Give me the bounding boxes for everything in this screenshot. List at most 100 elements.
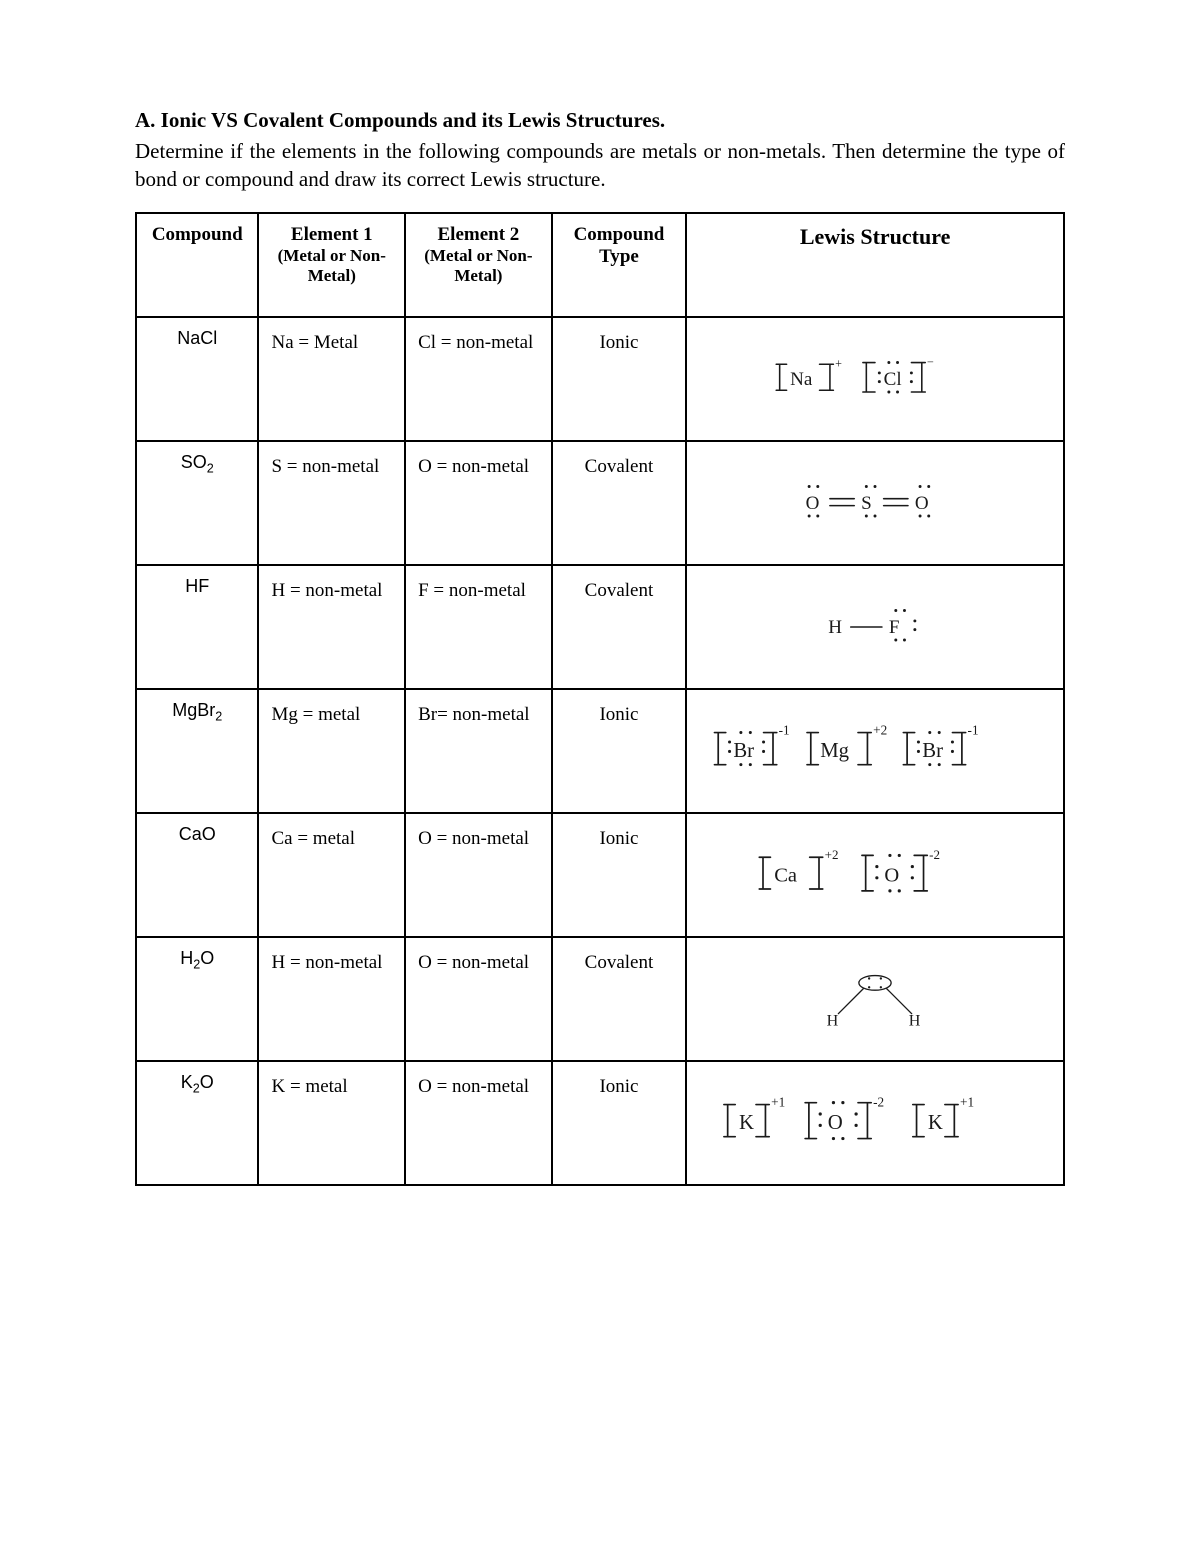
compound-subscript: 2 xyxy=(215,709,222,723)
cell-element1: Na = Metal xyxy=(258,317,405,441)
lewis-k2o-svg: K +1 O -2 K +1 xyxy=(705,1080,1045,1165)
cell-element1: S = non-metal xyxy=(258,441,405,565)
svg-text:Mg: Mg xyxy=(820,739,849,762)
svg-text:K: K xyxy=(739,1111,754,1134)
svg-text:Ca: Ca xyxy=(774,864,797,886)
cell-compound-type: Ionic xyxy=(552,813,687,937)
col-header-element2-main: Element 2 xyxy=(438,224,520,245)
col-header-element2-sub: (Metal or Non-Metal) xyxy=(414,246,543,286)
lewis-structure-drawing: H H xyxy=(687,938,1063,1060)
compound-text-post: O xyxy=(200,1072,214,1092)
document-page: A. Ionic VS Covalent Compounds and its L… xyxy=(0,0,1200,1553)
svg-text:+2: +2 xyxy=(825,847,839,862)
lewis-structure-drawing: K +1 O -2 K +1 xyxy=(687,1062,1063,1184)
lewis-mgbr2-svg: Br -1 Mg +2 Br -1 xyxy=(705,708,1045,793)
cell-lewis-structure: H H xyxy=(686,937,1064,1061)
lewis-cao-svg: Ca +2 O -2 xyxy=(725,833,1025,917)
svg-text:Na: Na xyxy=(790,369,813,390)
cell-element1: H = non-metal xyxy=(258,937,405,1061)
cell-compound: NaCl xyxy=(136,317,258,441)
cell-element2: Cl = non-metal xyxy=(405,317,552,441)
lewis-h2o-svg: H H xyxy=(765,954,985,1044)
svg-text:O: O xyxy=(828,1111,843,1134)
svg-text:H: H xyxy=(909,1012,921,1029)
svg-text:+: + xyxy=(835,356,842,370)
cell-lewis-structure: O S O xyxy=(686,441,1064,565)
section-instructions: Determine if the elements in the followi… xyxy=(135,137,1065,194)
cell-element2: O = non-metal xyxy=(405,813,552,937)
svg-text:O: O xyxy=(806,493,820,514)
cell-lewis-structure: H F xyxy=(686,565,1064,689)
compound-table: Compound Element 1 (Metal or Non-Metal) … xyxy=(135,212,1065,1186)
cell-element2: O = non-metal xyxy=(405,937,552,1061)
cell-element2: F = non-metal xyxy=(405,565,552,689)
cell-element1: K = metal xyxy=(258,1061,405,1185)
lewis-hf-svg: H F xyxy=(745,588,1005,666)
compound-subscript: 2 xyxy=(193,1081,200,1095)
compound-text: NaCl xyxy=(177,328,217,348)
table-row: K2OK = metalO = non-metalIonic K +1 O -2… xyxy=(136,1061,1064,1185)
lewis-structure-drawing: Ca +2 O -2 xyxy=(687,814,1063,936)
svg-text:-2: -2 xyxy=(929,847,940,862)
cell-element2: O = non-metal xyxy=(405,1061,552,1185)
compound-text: HF xyxy=(185,576,209,596)
table-body: NaClNa = MetalCl = non-metalIonic Na + C… xyxy=(136,317,1064,1185)
cell-element2: Br= non-metal xyxy=(405,689,552,813)
cell-compound: K2O xyxy=(136,1061,258,1185)
cell-lewis-structure: Br -1 Mg +2 Br -1 xyxy=(686,689,1064,813)
svg-text:Cl: Cl xyxy=(884,369,902,390)
cell-compound-type: Ionic xyxy=(552,1061,687,1185)
cell-element1: H = non-metal xyxy=(258,565,405,689)
svg-text:K: K xyxy=(928,1111,943,1134)
cell-compound-type: Ionic xyxy=(552,689,687,813)
table-row: CaO Ca = metalO = non-metalIonic Ca +2 O … xyxy=(136,813,1064,937)
compound-subscript: 2 xyxy=(207,461,214,475)
table-row: HFH = non-metalF = non-metalCovalent H F xyxy=(136,565,1064,689)
table-row: NaClNa = MetalCl = non-metalIonic Na + C… xyxy=(136,317,1064,441)
svg-text:Br: Br xyxy=(733,739,754,762)
table-header-row: Compound Element 1 (Metal or Non-Metal) … xyxy=(136,213,1064,317)
cell-compound: H2O xyxy=(136,937,258,1061)
section-heading: A. Ionic VS Covalent Compounds and its L… xyxy=(135,108,1065,133)
cell-lewis-structure: Ca +2 O -2 xyxy=(686,813,1064,937)
cell-compound: HF xyxy=(136,565,258,689)
cell-lewis-structure: K +1 O -2 K +1 xyxy=(686,1061,1064,1185)
svg-text:-1: -1 xyxy=(779,723,790,738)
col-header-compound: Compound xyxy=(136,213,258,317)
col-header-element1-main: Element 1 xyxy=(291,224,373,245)
svg-text:+2: +2 xyxy=(873,723,887,738)
cell-compound: CaO xyxy=(136,813,258,937)
cell-compound-type: Covalent xyxy=(552,937,687,1061)
cell-compound: MgBr2 xyxy=(136,689,258,813)
col-header-element2: Element 2 (Metal or Non-Metal) xyxy=(405,213,552,317)
svg-text:-1: -1 xyxy=(968,723,979,738)
compound-text-post: O xyxy=(200,948,214,968)
table-row: MgBr2Mg = metalBr= non-metalIonic Br -1 … xyxy=(136,689,1064,813)
cell-compound-type: Covalent xyxy=(552,565,687,689)
lewis-structure-drawing: Br -1 Mg +2 Br -1 xyxy=(687,690,1063,812)
col-header-element1-sub: (Metal or Non-Metal) xyxy=(267,246,396,286)
lewis-structure-drawing: O S O xyxy=(687,442,1063,564)
cell-lewis-structure: Na + Cl − xyxy=(686,317,1064,441)
cell-compound: SO2 xyxy=(136,441,258,565)
compound-text: K xyxy=(181,1072,193,1092)
cell-element2: O = non-metal xyxy=(405,441,552,565)
lewis-so2-svg: O S O xyxy=(745,464,1005,542)
compound-text: H xyxy=(180,948,193,968)
svg-text:F: F xyxy=(889,617,900,638)
svg-text:S: S xyxy=(861,493,872,514)
svg-text:Br: Br xyxy=(922,739,943,762)
cell-element1: Ca = metal xyxy=(258,813,405,937)
compound-text: CaO xyxy=(179,824,216,844)
cell-element1: Mg = metal xyxy=(258,689,405,813)
svg-text:-2: -2 xyxy=(873,1095,884,1110)
svg-text:H: H xyxy=(828,617,842,638)
table-row: H2OH = non-metalO = non-metalCovalent H … xyxy=(136,937,1064,1061)
svg-text:H: H xyxy=(827,1012,839,1029)
lewis-structure-drawing: Na + Cl − xyxy=(687,318,1063,440)
col-header-type: Compound Type xyxy=(552,213,687,317)
svg-text:+1: +1 xyxy=(960,1095,974,1110)
svg-text:O: O xyxy=(915,493,929,514)
compound-text: MgBr xyxy=(172,700,215,720)
svg-text:−: − xyxy=(927,355,934,369)
